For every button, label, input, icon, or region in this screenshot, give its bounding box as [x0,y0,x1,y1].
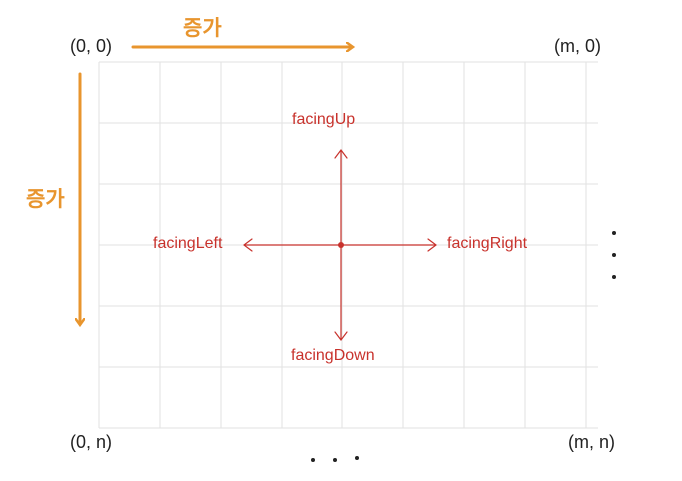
direction-arrows [243,149,437,341]
facing-left-label: facingLeft [153,235,223,252]
down-arrowhead [334,331,348,341]
facing-up-label: facingUp [292,111,356,128]
up-arrowhead [334,149,348,159]
ellipsis-dot [612,275,616,279]
vertical-ellipsis [612,231,616,279]
y-increase-label: 증가 [26,187,65,211]
horizontal-ellipsis [311,456,359,462]
origin-dot [338,242,344,248]
top-left-coordinate: (0, 0) [70,36,113,56]
facing-right-label: facingRight [447,235,528,252]
ellipsis-dot [612,231,616,235]
left-arrowhead [243,238,253,252]
ellipsis-dot [311,458,315,462]
right-arrowhead [427,238,437,252]
ellipsis-dot [333,458,337,462]
ellipsis-dot [355,456,359,460]
top-right-coordinate: (m, 0) [554,36,601,56]
ellipsis-dot [612,253,616,257]
bottom-left-coordinate: (0, n) [70,432,113,452]
facing-down-label: facingDown [291,347,375,364]
bottom-right-coordinate: (m, n) [568,432,615,452]
x-increase-label: 증가 [183,16,222,40]
